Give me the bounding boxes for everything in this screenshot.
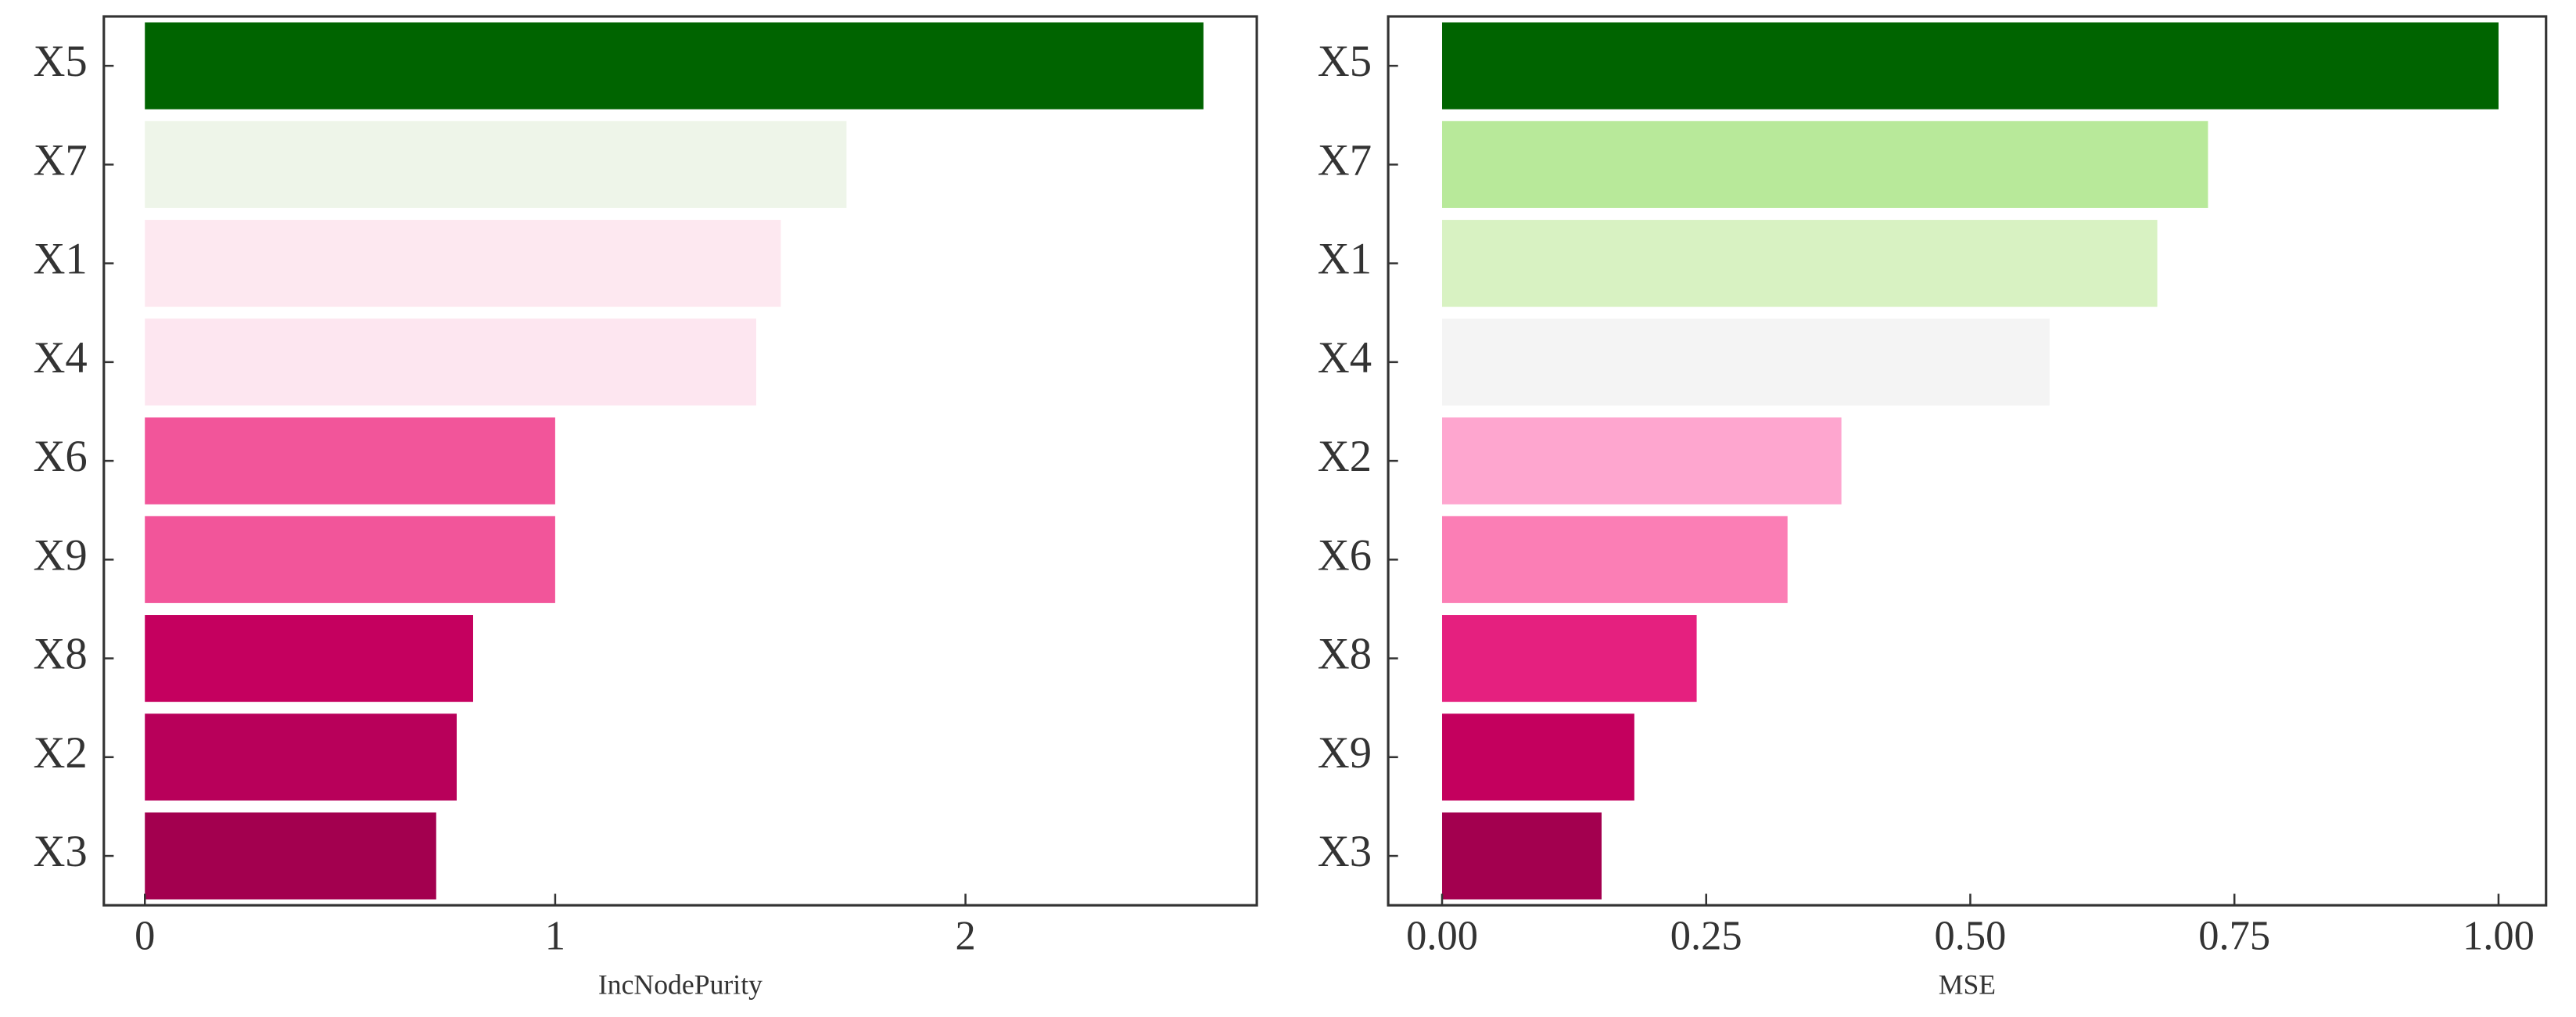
bar: [145, 417, 555, 505]
frame: [1387, 15, 2548, 907]
bar: [145, 516, 555, 603]
bar: [1442, 318, 2050, 406]
y-tick-label: X6: [33, 432, 87, 481]
frame: [102, 15, 1258, 907]
bar: [1442, 516, 1788, 603]
x-tick-label: 0.25: [1670, 913, 1742, 958]
y-tick-label: X8: [1318, 630, 1372, 679]
bar: [145, 120, 847, 208]
y-tick-label: X2: [33, 728, 87, 778]
x-tick-label: 1.00: [2463, 913, 2535, 958]
y-tick-label: X2: [1318, 432, 1372, 481]
y-tick-label: X4: [33, 333, 87, 383]
bar: [145, 812, 436, 900]
y-tick-label: X4: [1318, 333, 1372, 383]
bar: [1442, 812, 1602, 900]
y-tick-label: X8: [33, 630, 87, 679]
bar: [145, 615, 473, 703]
bar: [145, 220, 781, 307]
bar: [145, 22, 1204, 110]
x-tick-label: 0.00: [1406, 913, 1478, 958]
bar: [145, 318, 757, 406]
bar: [1442, 417, 1842, 505]
y-tick-label: X5: [1318, 37, 1372, 86]
x-tick-label: 0.50: [1935, 913, 2007, 958]
bar: [1442, 22, 2499, 110]
y-tick-label: X7: [33, 135, 87, 185]
bar: [1442, 220, 2158, 307]
bar: [1442, 713, 1634, 801]
x-axis-label: MSE: [1939, 968, 1996, 1000]
y-tick-label: X3: [1318, 827, 1372, 876]
bar: [145, 713, 457, 801]
y-tick-label: X7: [1318, 135, 1372, 185]
x-tick-label: 1: [545, 913, 565, 958]
y-tick-label: X3: [33, 827, 87, 876]
y-tick-label: X1: [33, 235, 87, 284]
x-tick-label: 2: [955, 913, 975, 958]
bar: [1442, 120, 2208, 208]
y-tick-label: X9: [33, 530, 87, 580]
x-axis-label: IncNodePurity: [598, 968, 762, 1000]
bar: [1442, 615, 1697, 703]
y-tick-label: X6: [1318, 530, 1372, 580]
x-tick-label: 0: [135, 913, 155, 958]
y-tick-label: X5: [33, 37, 87, 86]
x-tick-label: 0.75: [2198, 913, 2270, 958]
y-tick-label: X1: [1318, 235, 1372, 284]
y-tick-label: X9: [1318, 728, 1372, 778]
